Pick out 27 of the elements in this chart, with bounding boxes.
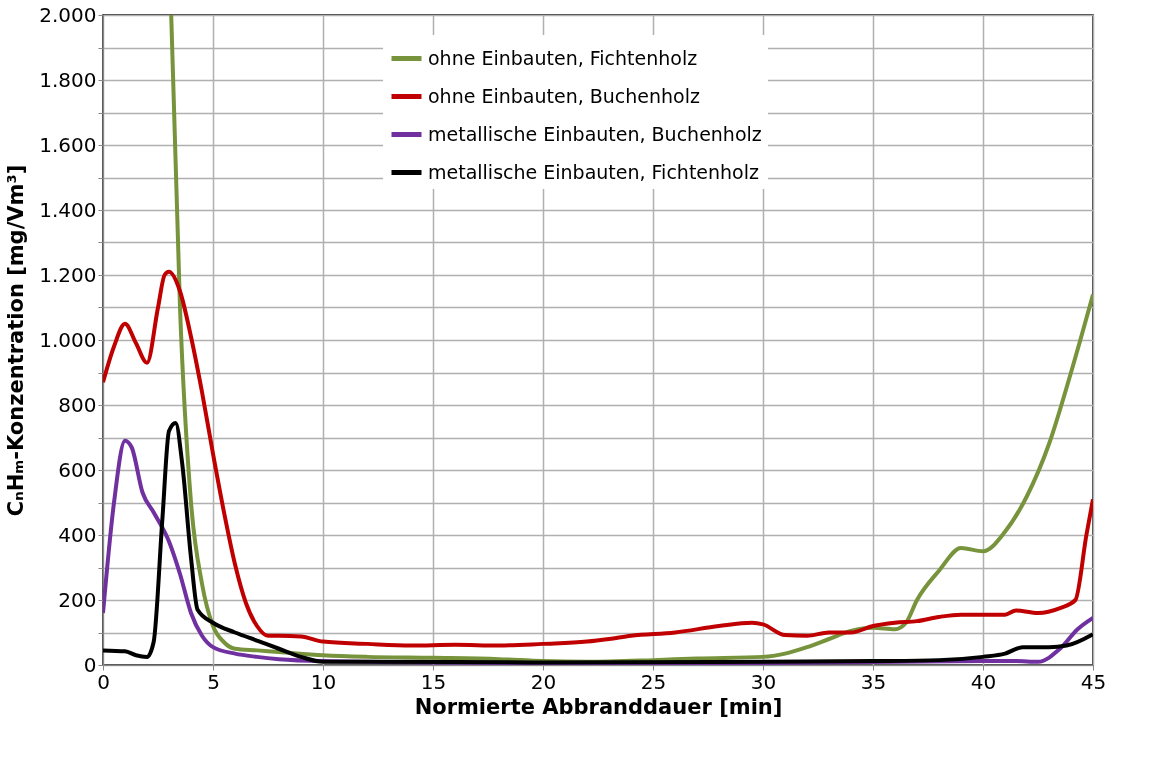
y-tick-label: 600 — [58, 457, 97, 482]
x-tick-label: 10 — [310, 669, 337, 694]
line-series — [103, 269, 1093, 648]
y-tick-label: 1.800 — [39, 67, 97, 92]
y-tick-label: 1.400 — [39, 197, 97, 222]
y-tick-label: 400 — [58, 522, 97, 547]
legend-label: metallische Einbauten, Fichtenholz — [428, 160, 760, 183]
y-tick-label: 1.000 — [39, 327, 97, 352]
y-tick-label: 1.200 — [39, 262, 97, 287]
x-tick-label: 25 — [640, 669, 667, 694]
x-tick-label: 45 — [1080, 669, 1107, 694]
x-tick-label: 30 — [750, 669, 777, 694]
x-tick-label: 15 — [420, 669, 447, 694]
y-tick-label: 0 — [83, 652, 97, 677]
legend-label: metallische Einbauten, Buchenholz — [428, 122, 762, 145]
x-tick-label: 35 — [860, 669, 887, 694]
legend-label: ohne Einbauten, Fichtenholz — [428, 46, 698, 69]
x-tick-label: 20 — [530, 669, 557, 694]
y-tick-label: 800 — [58, 392, 97, 417]
x-tick-label: 5 — [207, 669, 220, 694]
y-tick-label: 200 — [58, 587, 97, 612]
x-tick-label: 40 — [970, 669, 997, 694]
legend-label: ohne Einbauten, Buchenholz — [428, 84, 701, 107]
y-axis-title: CₙHₘ-Konzentration [mg/Vm³] — [4, 164, 29, 517]
x-axis-title: Normierte Abbranddauer [min] — [414, 694, 783, 719]
y-tick-label: 1.600 — [39, 132, 97, 157]
y-tick-label: 2.000 — [39, 2, 97, 27]
